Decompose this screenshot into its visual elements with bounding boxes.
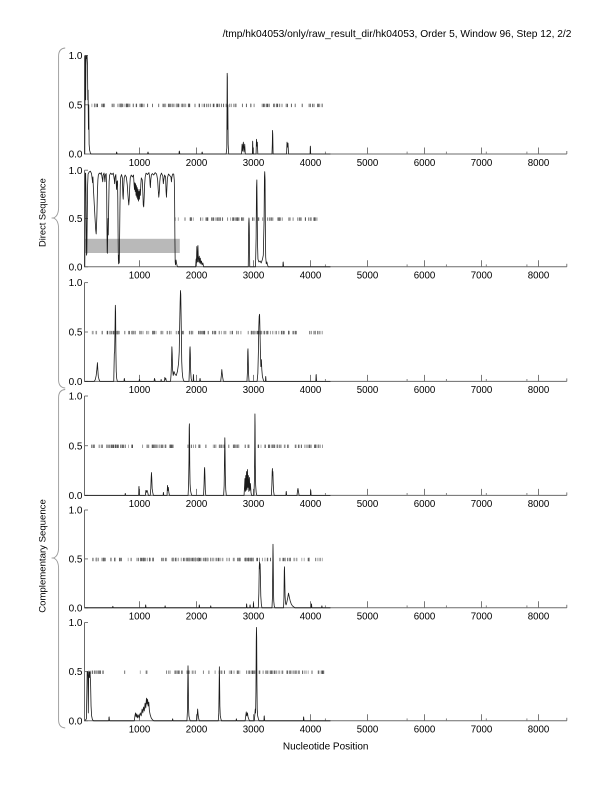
svg-text:5000: 5000 bbox=[357, 271, 379, 282]
svg-text:0.0: 0.0 bbox=[69, 150, 83, 161]
svg-text:1000: 1000 bbox=[129, 158, 151, 169]
svg-text:3000: 3000 bbox=[243, 725, 265, 736]
svg-text:1.0: 1.0 bbox=[69, 166, 83, 177]
svg-text:4000: 4000 bbox=[300, 158, 322, 169]
svg-text:4000: 4000 bbox=[300, 271, 322, 282]
svg-text:5000: 5000 bbox=[357, 499, 379, 510]
svg-text:4000: 4000 bbox=[300, 385, 322, 396]
svg-text:2000: 2000 bbox=[186, 499, 208, 510]
svg-text:0.5: 0.5 bbox=[69, 441, 83, 452]
svg-text:6000: 6000 bbox=[414, 158, 436, 169]
svg-text:2000: 2000 bbox=[186, 385, 208, 396]
svg-text:1.0: 1.0 bbox=[69, 278, 83, 289]
svg-text:1000: 1000 bbox=[129, 725, 151, 736]
svg-text:2000: 2000 bbox=[186, 612, 208, 623]
svg-text:7000: 7000 bbox=[471, 385, 493, 396]
svg-text:3000: 3000 bbox=[243, 612, 265, 623]
svg-text:5000: 5000 bbox=[357, 158, 379, 169]
svg-text:8000: 8000 bbox=[528, 385, 550, 396]
svg-text:0.5: 0.5 bbox=[69, 328, 83, 339]
svg-text:7000: 7000 bbox=[471, 158, 493, 169]
svg-text:6000: 6000 bbox=[414, 612, 436, 623]
svg-text:0.0: 0.0 bbox=[69, 377, 83, 388]
svg-text:1.0: 1.0 bbox=[69, 392, 83, 403]
svg-text:Complementary Sequence: Complementary Sequence bbox=[37, 499, 48, 613]
svg-text:6000: 6000 bbox=[414, 271, 436, 282]
svg-text:6000: 6000 bbox=[414, 725, 436, 736]
svg-text:0.5: 0.5 bbox=[69, 555, 83, 566]
svg-text:1000: 1000 bbox=[129, 271, 151, 282]
svg-text:3000: 3000 bbox=[243, 271, 265, 282]
svg-text:4000: 4000 bbox=[300, 499, 322, 510]
svg-text:0.0: 0.0 bbox=[69, 716, 83, 727]
svg-text:7000: 7000 bbox=[471, 612, 493, 623]
svg-text:7000: 7000 bbox=[471, 271, 493, 282]
svg-text:3000: 3000 bbox=[243, 499, 265, 510]
svg-text:0.0: 0.0 bbox=[69, 262, 83, 273]
svg-text:1.0: 1.0 bbox=[69, 51, 83, 62]
svg-text:0.5: 0.5 bbox=[69, 667, 83, 678]
svg-text:/tmp/hk04053/only/raw_result_d: /tmp/hk04053/only/raw_result_dir/hk04053… bbox=[223, 29, 572, 40]
svg-text:8000: 8000 bbox=[528, 612, 550, 623]
svg-text:4000: 4000 bbox=[300, 725, 322, 736]
svg-text:8000: 8000 bbox=[528, 158, 550, 169]
svg-text:3000: 3000 bbox=[243, 385, 265, 396]
svg-text:1000: 1000 bbox=[129, 385, 151, 396]
svg-text:0.0: 0.0 bbox=[69, 603, 83, 614]
svg-text:3000: 3000 bbox=[243, 158, 265, 169]
svg-text:2000: 2000 bbox=[186, 271, 208, 282]
svg-text:0.0: 0.0 bbox=[69, 491, 83, 502]
svg-text:2000: 2000 bbox=[186, 725, 208, 736]
svg-text:8000: 8000 bbox=[528, 271, 550, 282]
svg-text:7000: 7000 bbox=[471, 725, 493, 736]
svg-text:5000: 5000 bbox=[357, 725, 379, 736]
svg-text:Nucleotide Position: Nucleotide Position bbox=[283, 742, 369, 753]
svg-text:5000: 5000 bbox=[357, 612, 379, 623]
svg-text:1.0: 1.0 bbox=[69, 506, 83, 517]
svg-text:0.5: 0.5 bbox=[69, 100, 83, 111]
svg-text:4000: 4000 bbox=[300, 612, 322, 623]
svg-text:6000: 6000 bbox=[414, 499, 436, 510]
svg-text:2000: 2000 bbox=[186, 158, 208, 169]
svg-text:8000: 8000 bbox=[528, 499, 550, 510]
svg-text:6000: 6000 bbox=[414, 385, 436, 396]
svg-text:0.5: 0.5 bbox=[69, 214, 83, 225]
svg-text:1000: 1000 bbox=[129, 612, 151, 623]
svg-text:Direct Sequence: Direct Sequence bbox=[37, 178, 47, 247]
svg-text:5000: 5000 bbox=[357, 385, 379, 396]
svg-text:1.0: 1.0 bbox=[69, 618, 83, 629]
svg-text:7000: 7000 bbox=[471, 499, 493, 510]
svg-text:8000: 8000 bbox=[528, 725, 550, 736]
svg-text:1000: 1000 bbox=[129, 499, 151, 510]
